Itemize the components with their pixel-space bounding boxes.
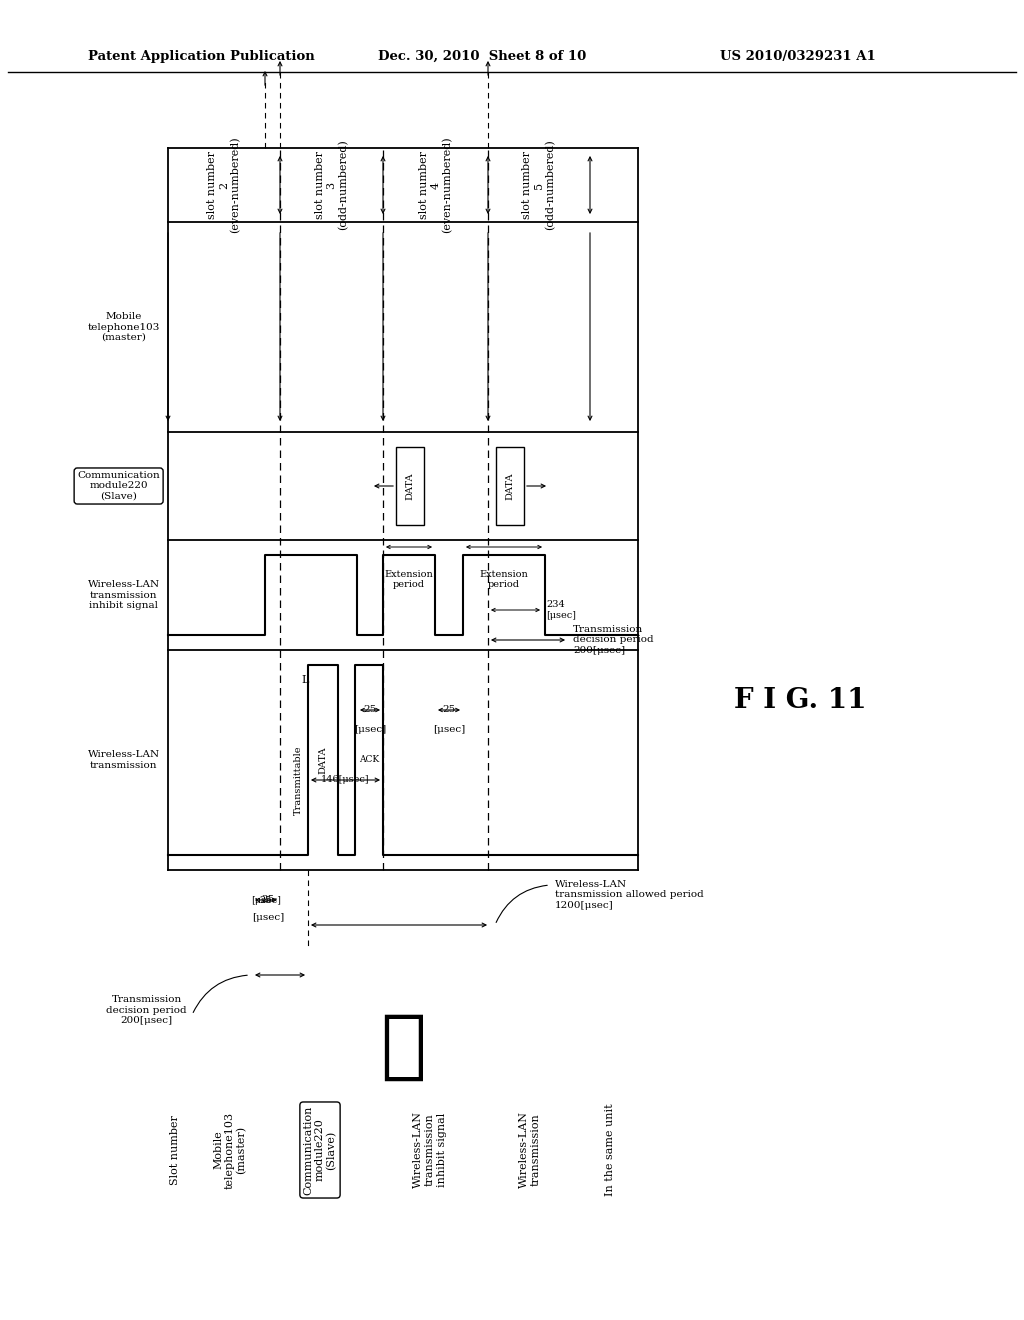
Text: ACK: ACK xyxy=(358,755,379,764)
Text: US 2010/0329231 A1: US 2010/0329231 A1 xyxy=(720,50,876,63)
Text: Wireless-LAN
transmission
inhibit signal: Wireless-LAN transmission inhibit signal xyxy=(88,579,160,610)
Text: Mobile
telephone103
(master): Mobile telephone103 (master) xyxy=(213,1111,247,1188)
Text: Patent Application Publication: Patent Application Publication xyxy=(88,50,314,63)
Text: 25: 25 xyxy=(260,896,272,906)
Text: Wireless-LAN
transmission: Wireless-LAN transmission xyxy=(88,750,160,770)
Text: [μsec]: [μsec] xyxy=(433,725,465,734)
Text: Wireless-LAN
transmission allowed period
1200[μsec]: Wireless-LAN transmission allowed period… xyxy=(555,880,703,909)
Text: 234
[μsec]: 234 [μsec] xyxy=(546,601,575,619)
Text: In the same unit: In the same unit xyxy=(605,1104,615,1196)
Text: DATA: DATA xyxy=(318,746,328,774)
Text: Communication
module220
(Slave): Communication module220 (Slave) xyxy=(77,471,160,500)
Text: Transmission
decision period
200[μsec]: Transmission decision period 200[μsec] xyxy=(106,995,187,1026)
Text: [μsec]: [μsec] xyxy=(354,725,386,734)
Text: Dec. 30, 2010  Sheet 8 of 10: Dec. 30, 2010 Sheet 8 of 10 xyxy=(378,50,587,63)
Text: Transmission
decision period
200[μsec]: Transmission decision period 200[μsec] xyxy=(573,626,653,655)
Text: Extension
period: Extension period xyxy=(479,570,528,590)
Text: Extension
period: Extension period xyxy=(385,570,433,590)
Text: slot number
3
(odd-numbered): slot number 3 (odd-numbered) xyxy=(314,140,348,231)
Text: slot number
2
(even-numbered): slot number 2 (even-numbered) xyxy=(207,137,241,234)
Text: L: L xyxy=(301,675,308,685)
Text: 25: 25 xyxy=(442,705,456,714)
Text: 25: 25 xyxy=(261,895,274,904)
Text: F I G. 11: F I G. 11 xyxy=(734,686,866,714)
Bar xyxy=(496,447,524,525)
Text: [μsec]: [μsec] xyxy=(252,913,284,923)
Text: slot number
4
(even-numbered): slot number 4 (even-numbered) xyxy=(419,137,453,234)
Text: Transmittable: Transmittable xyxy=(294,746,303,814)
Text: Slot number: Slot number xyxy=(170,1115,180,1185)
Bar xyxy=(396,447,424,525)
Text: Mobile
telephone103
(master): Mobile telephone103 (master) xyxy=(88,312,160,342)
Text: [μsec]: [μsec] xyxy=(251,886,281,906)
Text: 146[μsec]: 146[μsec] xyxy=(321,775,370,784)
Text: Wireless-LAN
transmission: Wireless-LAN transmission xyxy=(519,1111,541,1188)
Text: Wireless-LAN
transmission
inhibit signal: Wireless-LAN transmission inhibit signal xyxy=(414,1111,446,1188)
Text: Communication
module220
(Slave): Communication module220 (Slave) xyxy=(303,1105,337,1195)
Text: slot number
5
(odd-numbered): slot number 5 (odd-numbered) xyxy=(522,140,556,231)
Text: 25: 25 xyxy=(364,705,377,714)
Text: DATA: DATA xyxy=(406,473,415,500)
Text: DATA: DATA xyxy=(506,473,514,500)
Text: ⎴: ⎴ xyxy=(380,1010,426,1084)
